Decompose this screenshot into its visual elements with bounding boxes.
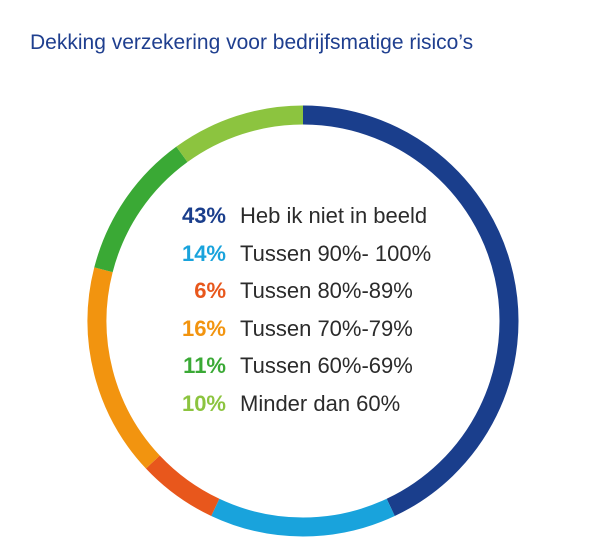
legend-item-tussen-90-100: 14% Tussen 90%- 100% — [150, 241, 431, 279]
slice-tussen-80-89 — [145, 455, 220, 516]
legend-item-heb-ik-niet-in-beeld: 43% Heb ik niet in beeld — [150, 203, 431, 241]
slice-tussen-60-69 — [94, 146, 188, 273]
legend-item-tussen-80-89: 6% Tussen 80%-89% — [150, 278, 431, 316]
chart-title: Dekking verzekering voor bedrijfsmatige … — [30, 31, 474, 54]
legend-label: Heb ik niet in beeld — [240, 203, 428, 228]
legend-label: Tussen 60%-69% — [240, 353, 413, 378]
slice-value-label: 10% — [181, 390, 226, 416]
legend-item-tussen-70-79: 16% Tussen 70%-79% — [150, 316, 431, 354]
legend-item-minder-dan-60: 10% Minder dan 60% — [150, 391, 431, 429]
legend-item-tussen-60-69: 11% Tussen 60%-69% — [150, 353, 431, 391]
slice-tussen-90-100 — [211, 498, 395, 537]
legend-label: Tussen 90%- 100% — [240, 240, 432, 266]
slice-value-label: 43% — [181, 203, 226, 228]
chart-legend: 43% Heb ik niet in beeld 14% Tussen 90%- 10… — [150, 203, 431, 428]
slice-value-label: 6% — [194, 278, 226, 303]
slice-minder-dan-60 — [176, 105, 304, 163]
slice-heb-ik-niet-in-beeld — [302, 105, 519, 516]
legend-label: Tussen 80%-89% — [240, 278, 413, 303]
slice-value-label: 11% — [183, 353, 226, 378]
slice-value-label: 14% — [181, 240, 226, 266]
slice-value-label: 16% — [181, 315, 226, 341]
slice-tussen-70-79 — [87, 267, 160, 469]
legend-label: Minder dan 60% — [240, 390, 401, 416]
legend-label: Tussen 70%-79% — [240, 315, 413, 341]
